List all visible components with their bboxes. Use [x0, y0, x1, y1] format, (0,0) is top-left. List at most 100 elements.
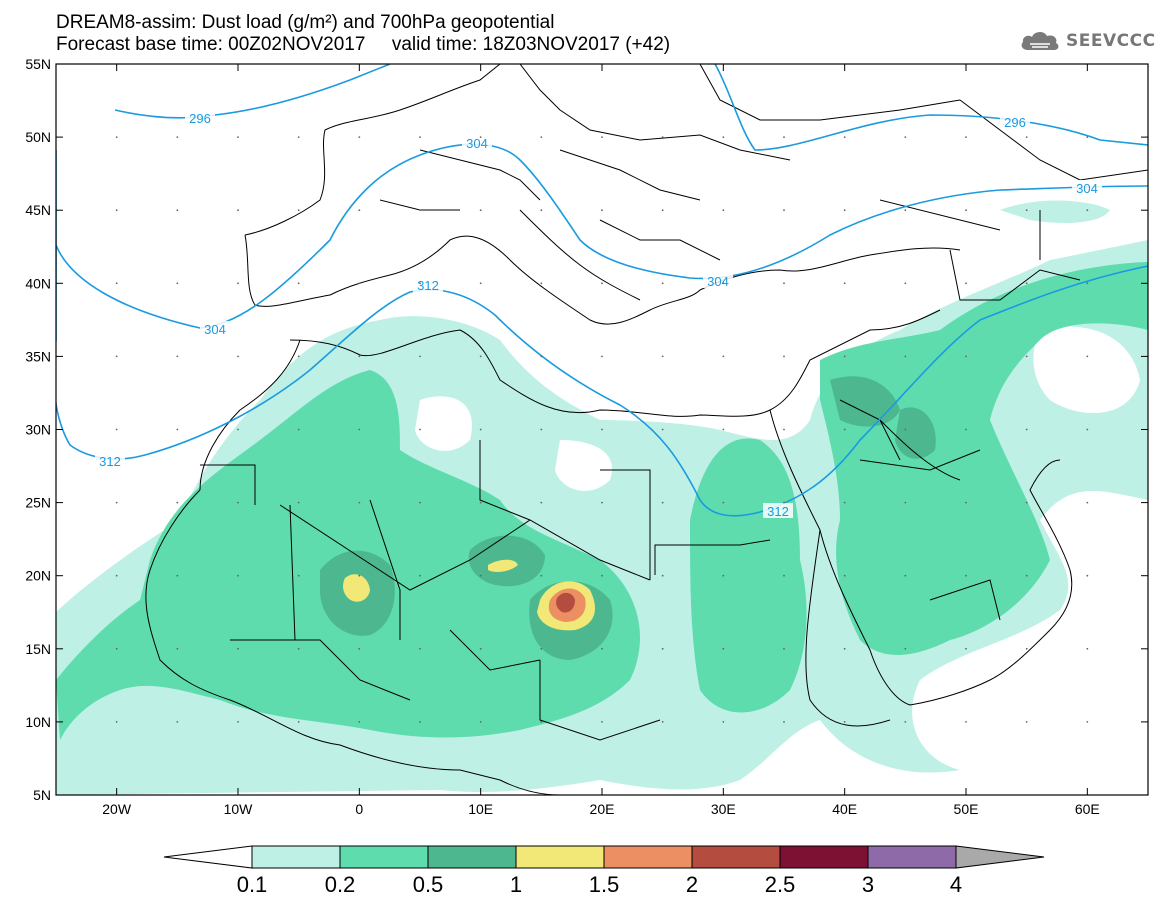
grid-dot: [419, 209, 421, 212]
latitude-labels: 55N 50N 45N 40N 35N 30N 25N 20N 15N 10N 5N: [25, 56, 51, 803]
grid-dot: [1086, 501, 1089, 504]
grid-dot: [540, 574, 543, 577]
grid-dot: [358, 721, 361, 723]
grid-dot: [358, 574, 361, 577]
grid-dot: [358, 136, 361, 139]
grid-dot: [419, 721, 421, 723]
grid-dot: [661, 355, 664, 358]
lat-label: 45N: [25, 202, 51, 218]
grid-dot: [176, 136, 179, 139]
grid-dot: [965, 209, 967, 212]
grid-dot: [237, 355, 239, 358]
contour-label-bg: [413, 277, 443, 292]
grid-dot: [176, 282, 179, 285]
grid-dot: [904, 501, 907, 504]
grid-dot: [297, 209, 300, 212]
grid-dot: [965, 574, 967, 577]
grid-dot: [843, 282, 846, 285]
grid-dot: [358, 209, 361, 212]
grid-dot: [419, 574, 421, 577]
grid-dot: [1025, 209, 1028, 212]
grid-dot: [601, 647, 603, 650]
seevccc-logo: SEEVCCC: [1018, 28, 1156, 54]
grid-dot: [601, 209, 603, 212]
grid-dot: [965, 721, 967, 723]
grid-dot: [1086, 428, 1089, 431]
logo-text: SEEVCCC: [1066, 31, 1156, 51]
lat-label: 20N: [25, 568, 51, 584]
grid-dot: [237, 136, 239, 139]
grid-dot: [237, 428, 239, 431]
grid-dot: [419, 355, 421, 358]
longitude-labels: 20W 10W 0 10E 20E 30E 40E 50E 60E: [102, 801, 1100, 817]
colorbar-swatch: [515, 845, 605, 869]
grid-dot: [297, 647, 300, 650]
grid-dot: [1025, 355, 1028, 358]
colorbar-swatch: [603, 845, 693, 869]
grid-dot: [722, 209, 725, 212]
grid-dot: [540, 721, 543, 723]
contour-label: 296: [1004, 115, 1026, 130]
lon-label: 60E: [1075, 801, 1100, 817]
contour-label-bg: [1072, 180, 1102, 195]
grid-dot: [176, 428, 179, 431]
dust-field-2: [556, 592, 575, 613]
grid-dot: [176, 355, 179, 358]
grid-dot: [419, 428, 421, 431]
grid-dot: [540, 501, 543, 504]
grid-dot: [661, 136, 664, 139]
grid-dot: [1025, 574, 1028, 577]
lon-label: 50E: [954, 801, 979, 817]
grid-dot: [297, 721, 300, 723]
grid-dot: [479, 721, 482, 723]
contour-label-bg: [200, 321, 230, 336]
contour-labels: 296 296 304 304 304 304 312 312 312: [95, 110, 1102, 519]
colorbar-under-triangle: [163, 845, 253, 869]
grid-dot: [783, 501, 785, 504]
grid-dot: [297, 574, 300, 577]
grid-dot: [965, 136, 967, 139]
grid-dot: [479, 647, 482, 650]
grid-dot: [1025, 501, 1028, 504]
colorbar-label: 1: [510, 872, 522, 897]
grid-dot: [843, 428, 846, 431]
grid-dot: [540, 136, 543, 139]
lat-label: 25N: [25, 495, 51, 511]
grid-dot: [904, 428, 907, 431]
grid-dot: [783, 574, 785, 577]
lon-label: 10W: [224, 801, 254, 817]
grid-dot: [661, 282, 664, 285]
contour-label-bg: [763, 503, 793, 518]
grid-dot: [783, 136, 785, 139]
grid-dot: [479, 355, 482, 358]
grid-dot: [601, 136, 603, 139]
grid-dot: [661, 721, 664, 723]
grid-dot: [176, 209, 179, 212]
grid-dot: [661, 428, 664, 431]
coastlines-and-borders: [145, 64, 1148, 795]
grid-dot: [1086, 282, 1089, 285]
colorbar-label: 4: [950, 872, 962, 897]
grid-dot: [1086, 574, 1089, 577]
contour-label: 304: [707, 274, 729, 289]
colorbar-label: 2: [686, 872, 698, 897]
grid-dot: [722, 574, 725, 577]
grid-dot: [965, 501, 967, 504]
lon-label: 40E: [832, 801, 857, 817]
grid-dot: [722, 721, 725, 723]
grid-dot: [115, 355, 118, 358]
grid-dot: [297, 136, 300, 139]
grid-dot: [1086, 355, 1089, 358]
contour-label-bg: [1000, 114, 1030, 129]
grid-dot: [904, 136, 907, 139]
grid-dot: [176, 574, 179, 577]
grid-dot: [358, 355, 361, 358]
grid-dot: [540, 428, 543, 431]
grid-dot: [1086, 647, 1089, 650]
grid-dot: [1086, 209, 1089, 212]
grid-dot: [237, 209, 239, 212]
lat-label: 15N: [25, 641, 51, 657]
contour-label: 304: [204, 322, 226, 337]
grid-dot: [297, 501, 300, 504]
colorbar-swatch: [691, 845, 781, 869]
